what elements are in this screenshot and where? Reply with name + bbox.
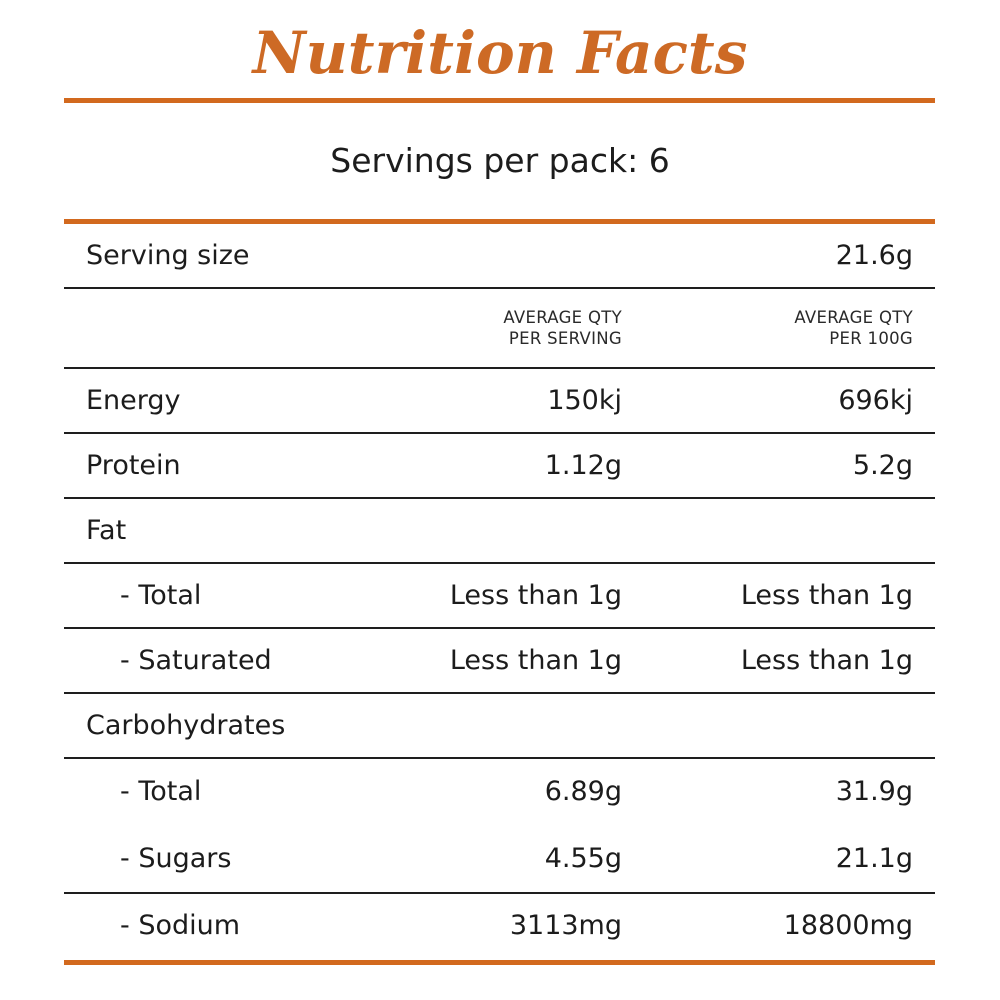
row-divider — [64, 627, 935, 629]
row-divider — [64, 287, 935, 289]
per-serving-header-line2: PER SERVING — [508, 329, 622, 348]
serving-size-value: 21.6g — [835, 240, 913, 271]
serving-size-row: Serving size 21.6g — [64, 224, 935, 287]
per-serving-value: Less than 1g — [449, 580, 622, 611]
per-100g-value: Less than 1g — [740, 645, 913, 676]
per-serving-value: 150kj — [547, 385, 622, 416]
table-row: - Total 6.89g 31.9g — [64, 759, 935, 824]
per-serving-value: 3113mg — [509, 910, 622, 941]
per-100g-value: 5.2g — [852, 450, 913, 481]
top-orange-divider — [64, 98, 935, 103]
table-row: Protein 1.12g 5.2g — [64, 434, 935, 497]
serving-size-label: Serving size — [86, 240, 250, 271]
per-100g-value: 18800mg — [783, 910, 913, 941]
per-serving-value: 4.55g — [544, 842, 622, 874]
nutrient-label: - Sugars — [120, 842, 232, 874]
per-serving-value: Less than 1g — [449, 645, 622, 676]
per-100g-column-header: AVERAGE QTY PER 100G — [794, 289, 913, 367]
column-header-row: AVERAGE QTY PER SERVING AVERAGE QTY PER … — [64, 289, 935, 367]
row-divider — [64, 432, 935, 434]
nutrient-label: - Sodium — [120, 910, 241, 941]
row-divider — [64, 757, 935, 759]
table-row: - Sodium 3113mg 18800mg — [64, 894, 935, 957]
per-100g-header-line1: AVERAGE QTY — [794, 308, 913, 327]
nutrient-label: - Total — [120, 580, 202, 611]
table-row: Energy 150kj 696kj — [64, 369, 935, 432]
table-row: - Saturated Less than 1g Less than 1g — [64, 629, 935, 692]
per-serving-value: 1.12g — [544, 450, 622, 481]
per-100g-value: 21.1g — [835, 842, 913, 874]
row-divider — [64, 367, 935, 369]
nutrient-label: Protein — [86, 450, 181, 481]
table-row: Fat — [64, 499, 935, 562]
nutrient-label: - Total — [120, 776, 202, 807]
row-divider — [64, 497, 935, 499]
per-100g-value: 696kj — [838, 385, 913, 416]
per-serving-header-line1: AVERAGE QTY — [503, 308, 622, 327]
servings-per-pack: Servings per pack: 6 — [330, 141, 670, 180]
nutrient-label: - Saturated — [120, 645, 272, 676]
table-row: Carbohydrates — [64, 694, 935, 757]
bottom-orange-divider — [64, 960, 935, 965]
per-100g-value: Less than 1g — [740, 580, 913, 611]
nutrient-label: Energy — [86, 385, 181, 416]
table-top-orange-divider — [64, 219, 935, 224]
nutrition-facts-title: Nutrition Facts — [252, 19, 748, 87]
per-serving-value: 6.89g — [544, 776, 622, 807]
row-divider — [64, 692, 935, 694]
nutrient-label: Fat — [86, 515, 127, 546]
table-row: - Sugars 4.55g 21.1g — [64, 824, 935, 892]
nutrient-label: Carbohydrates — [86, 710, 286, 741]
table-row: - Total Less than 1g Less than 1g — [64, 564, 935, 627]
per-100g-value: 31.9g — [835, 776, 913, 807]
per-serving-column-header: AVERAGE QTY PER SERVING — [503, 289, 622, 367]
row-divider — [64, 562, 935, 564]
per-100g-header-line2: PER 100G — [829, 329, 913, 348]
row-divider — [64, 892, 935, 894]
